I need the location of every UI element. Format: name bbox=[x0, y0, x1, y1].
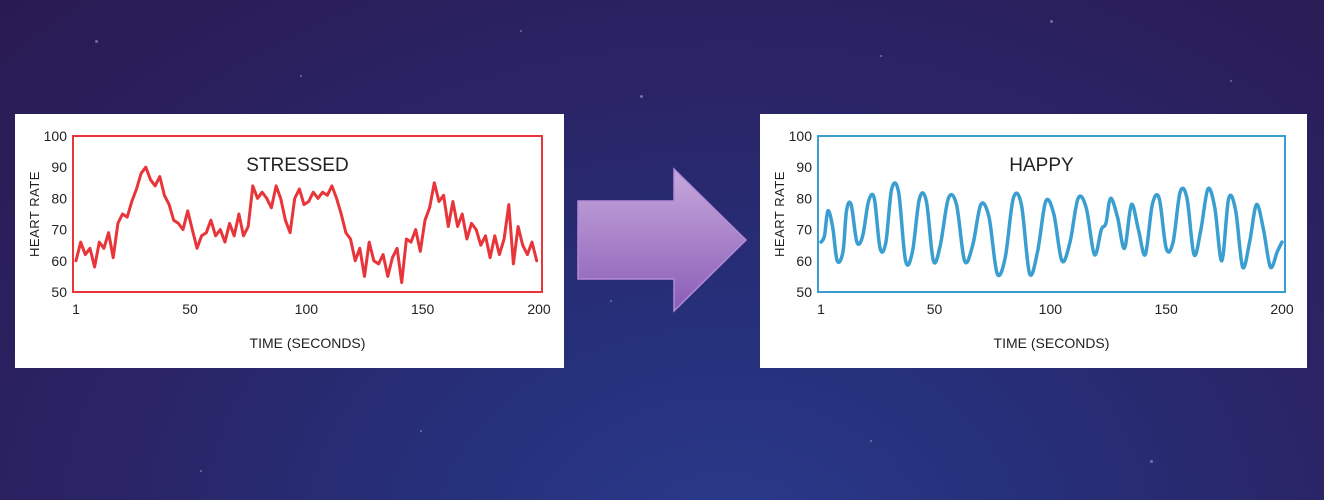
x-tick-label: 100 bbox=[295, 301, 319, 317]
happy-chart-panel: HAPPY 50 60 70 80 90 100 1 50 100 150 200 HEART RATE… bbox=[760, 114, 1307, 368]
x-tick-label: 50 bbox=[927, 301, 943, 317]
y-tick-label: 100 bbox=[789, 128, 813, 144]
series-line bbox=[819, 181, 1284, 278]
x-tick-label: 1 bbox=[72, 301, 80, 317]
x-tick-label: 1 bbox=[817, 301, 825, 317]
y-tick-label: 70 bbox=[51, 222, 67, 238]
plot-frame bbox=[817, 135, 1286, 293]
y-axis-label: HEART RATE bbox=[27, 171, 42, 257]
x-tick-label: 150 bbox=[1154, 301, 1178, 317]
right-arrow-icon bbox=[577, 167, 748, 313]
stressed-chart-panel: STRESSED 50 60 70 80 90 100 1 50 100 150 200 HEART R… bbox=[15, 114, 564, 368]
series-line bbox=[74, 165, 539, 285]
x-tick-label: 200 bbox=[527, 301, 551, 317]
y-tick-label: 90 bbox=[51, 159, 67, 175]
y-tick-label: 50 bbox=[51, 284, 67, 300]
chart-title: HAPPY bbox=[1009, 155, 1074, 176]
y-tick-label: 100 bbox=[44, 128, 68, 144]
y-tick-label: 60 bbox=[796, 253, 812, 269]
y-tick-label: 80 bbox=[796, 190, 812, 206]
y-tick-label: 80 bbox=[51, 190, 67, 206]
x-tick-label: 100 bbox=[1039, 301, 1063, 317]
x-tick-label: 50 bbox=[182, 301, 198, 317]
y-tick-label: 90 bbox=[796, 159, 812, 175]
y-axis-label: HEART RATE bbox=[772, 171, 787, 257]
y-tick-label: 50 bbox=[796, 284, 812, 300]
y-tick-label: 60 bbox=[51, 253, 67, 269]
x-tick-label: 150 bbox=[411, 301, 435, 317]
y-tick-label: 70 bbox=[796, 222, 812, 238]
x-axis-label: TIME (SECONDS) bbox=[250, 335, 366, 351]
x-axis-label: TIME (SECONDS) bbox=[994, 335, 1110, 351]
chart-title: STRESSED bbox=[246, 155, 348, 176]
x-tick-label: 200 bbox=[1270, 301, 1294, 317]
plot-frame bbox=[72, 135, 543, 293]
